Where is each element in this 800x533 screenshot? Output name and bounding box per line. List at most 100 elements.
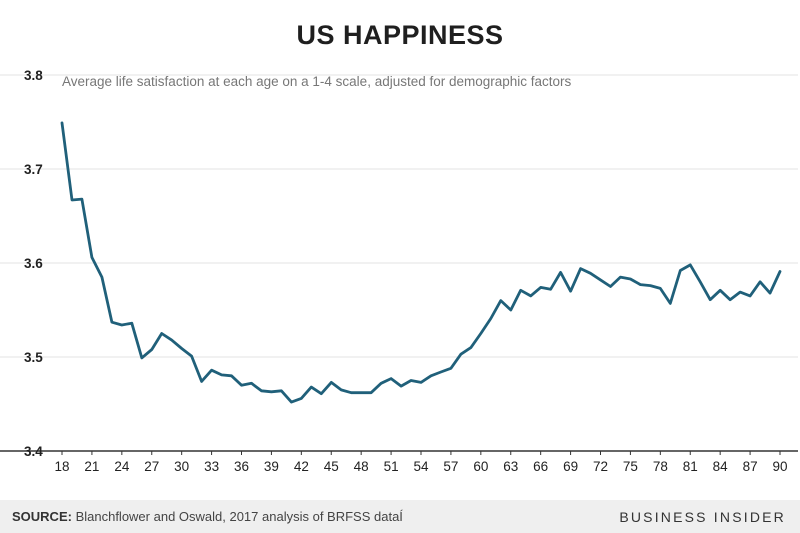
- data-point: [719, 289, 721, 292]
- data-point: [589, 272, 592, 275]
- data-point: [270, 390, 273, 393]
- data-point: [709, 298, 711, 301]
- gridlines: [0, 74, 798, 452]
- y-tick-label: 3.5: [24, 350, 43, 365]
- data-point: [230, 375, 233, 377]
- data-point: [659, 287, 662, 290]
- x-axis-ticks: 18 21 24 27 30 33 36 39 42 45 48 51 54 57 60 63 66 69 72 75…: [54, 451, 788, 474]
- data-point: [539, 286, 542, 289]
- data-point: [160, 332, 163, 335]
- data-point: [360, 391, 362, 394]
- data-point: [549, 288, 552, 291]
- data-point: [729, 298, 731, 301]
- data-point: [410, 379, 412, 382]
- data-point: [240, 384, 243, 387]
- data-point: [121, 324, 123, 326]
- data-point: [210, 369, 213, 371]
- data-point: [699, 281, 702, 283]
- x-tick-label: 36: [234, 459, 249, 474]
- x-tick-label: 51: [384, 459, 399, 474]
- x-tick-label: 42: [294, 459, 309, 474]
- x-tick-label: 33: [204, 459, 219, 474]
- data-point: [749, 295, 751, 297]
- data-point: [430, 375, 432, 377]
- data-point: [569, 290, 572, 293]
- data-point: [81, 198, 83, 200]
- x-tick-label: 66: [533, 459, 548, 474]
- data-point: [250, 382, 253, 385]
- y-tick-label: 3.6: [24, 256, 43, 271]
- source-text: Blanchflower and Oswald, 2017 analysis o…: [71, 509, 403, 524]
- x-tick-label: 27: [144, 459, 159, 474]
- footer: SOURCE: Blanchflower and Oswald, 2017 an…: [0, 500, 800, 533]
- data-point: [440, 371, 442, 373]
- data-point: [290, 401, 293, 403]
- x-tick-label: 72: [593, 459, 608, 474]
- chart-title: US HAPPINESS: [296, 20, 504, 50]
- data-point: [370, 391, 372, 394]
- data-point: [91, 256, 93, 259]
- data-point: [759, 281, 761, 283]
- data-point: [61, 122, 63, 124]
- x-tick-label: 39: [264, 459, 279, 474]
- y-axis-ticks: 3.4 3.5 3.6 3.7 3.8: [24, 68, 43, 459]
- data-point: [150, 348, 153, 351]
- data-point: [599, 279, 602, 281]
- series-layer: [60, 121, 782, 404]
- data-point: [619, 276, 622, 278]
- data-point: [71, 199, 73, 201]
- x-tick-label: 87: [743, 459, 758, 474]
- data-point: [629, 278, 632, 280]
- data-point: [450, 367, 452, 370]
- x-tick-label: 63: [503, 459, 518, 474]
- source-label: SOURCE:: [12, 509, 72, 524]
- x-tick-label: 48: [354, 459, 369, 474]
- data-point: [190, 355, 193, 357]
- data-point: [689, 264, 692, 266]
- line-chart: 3.4 3.5 3.6 3.7 3.8 18 21 24 27 30 33 36 39 42 45 48 51…: [0, 68, 798, 474]
- data-point: [609, 285, 612, 288]
- data-point: [559, 271, 562, 274]
- data-point: [220, 374, 223, 376]
- x-tick-label: 24: [114, 459, 130, 474]
- data-point: [170, 339, 173, 341]
- chart-subtitle: Average life satisfaction at each age on…: [62, 74, 572, 89]
- x-tick-label: 81: [683, 459, 698, 474]
- brand-logo: BUSINESS INSIDER: [619, 509, 786, 525]
- data-point: [140, 357, 143, 359]
- data-point: [579, 267, 582, 270]
- data-point: [739, 291, 741, 293]
- data-point: [330, 381, 333, 384]
- x-tick-label: 45: [324, 459, 339, 474]
- data-point: [380, 382, 382, 385]
- x-tick-label: 78: [653, 459, 668, 474]
- data-point: [499, 299, 502, 302]
- y-tick-label: 3.8: [24, 68, 43, 83]
- y-tick-label: 3.7: [24, 162, 43, 177]
- data-point: [779, 270, 781, 273]
- data-point: [131, 322, 133, 324]
- x-tick-label: 84: [713, 459, 729, 474]
- data-point: [639, 283, 642, 286]
- x-tick-label: 18: [54, 459, 69, 474]
- x-tick-label: 57: [443, 459, 458, 474]
- data-point: [350, 391, 352, 394]
- data-point: [669, 302, 672, 305]
- data-point: [310, 386, 313, 388]
- data-point: [200, 380, 203, 383]
- x-tick-label: 75: [623, 459, 638, 474]
- source-note: SOURCE: Blanchflower and Oswald, 2017 an…: [12, 509, 403, 524]
- data-point: [180, 347, 183, 350]
- data-point: [111, 321, 113, 324]
- data-point: [470, 346, 472, 349]
- data-point: [420, 381, 422, 384]
- data-point: [480, 332, 482, 335]
- x-tick-label: 69: [563, 459, 578, 474]
- data-point: [490, 317, 492, 320]
- data-point: [320, 392, 323, 395]
- data-point: [390, 377, 392, 380]
- data-point: [769, 292, 771, 294]
- data-point: [101, 276, 103, 278]
- data-point: [529, 295, 532, 297]
- y-tick-label: 3.4: [24, 444, 43, 459]
